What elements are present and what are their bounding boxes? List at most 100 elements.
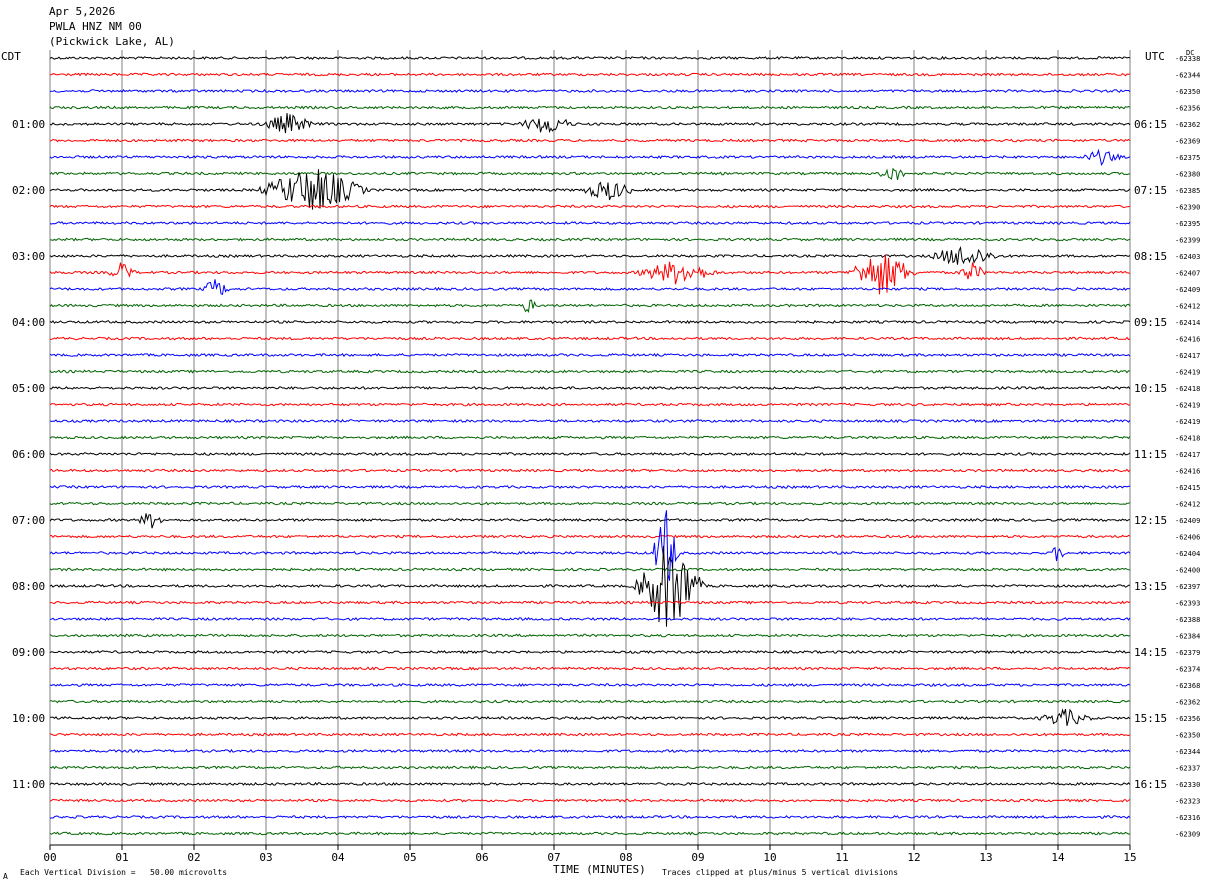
dc-offset-label: -62418 <box>1175 435 1200 443</box>
dc-offset-label: -62375 <box>1175 154 1200 162</box>
trace-row-37 <box>49 666 1131 671</box>
dc-offset-label: -62393 <box>1175 600 1200 608</box>
x-tick-label: 07 <box>547 851 560 864</box>
dc-offset-label: -62344 <box>1175 72 1200 80</box>
trace-row-41 <box>49 732 1131 737</box>
left-hour-label: 03:00 <box>12 250 45 263</box>
trace-row-33 <box>49 600 1131 605</box>
dc-offset-label: -62384 <box>1175 633 1200 641</box>
dc-offset-label: -62350 <box>1175 88 1200 96</box>
trace-row-46 <box>49 815 1131 820</box>
trace-row-30 <box>49 510 1131 581</box>
right-hour-label: 08:15 <box>1134 250 1167 263</box>
trace-row-22 <box>49 418 1131 424</box>
scale-note: Each Vertical Division = 50.00 microvolt… <box>20 868 228 877</box>
right-hour-label: 07:15 <box>1134 184 1167 197</box>
dc-offset-label: -62419 <box>1175 369 1200 377</box>
dc-offset-label: -62309 <box>1175 831 1200 839</box>
trace-row-25 <box>49 468 1131 473</box>
trace-row-27 <box>49 501 1131 506</box>
right-hour-label: 11:15 <box>1134 448 1167 461</box>
left-hour-label: 02:00 <box>12 184 45 197</box>
dc-offset-label: -62362 <box>1175 121 1200 129</box>
trace-row-39 <box>50 699 1131 704</box>
dc-offset-label: -62416 <box>1175 468 1200 476</box>
trace-row-36 <box>49 649 1131 655</box>
right-timezone-label: UTC <box>1145 50 1165 63</box>
x-tick-label: 15 <box>1123 851 1136 864</box>
trace-row-44 <box>49 781 1131 787</box>
left-hour-label: 08:00 <box>12 580 45 593</box>
dc-offset-label: -62323 <box>1175 798 1200 806</box>
right-hour-label: 13:15 <box>1134 580 1167 593</box>
dc-offset-label: -62403 <box>1175 253 1200 261</box>
trace-row-8 <box>49 169 1131 210</box>
trace-row-6 <box>49 148 1131 166</box>
dc-offset-label: -62385 <box>1175 187 1200 195</box>
x-tick-label: 02 <box>187 851 200 864</box>
x-tick-label: 00 <box>43 851 56 864</box>
left-hour-label: 07:00 <box>12 514 45 527</box>
trace-row-17 <box>49 336 1131 341</box>
x-tick-label: 12 <box>907 851 920 864</box>
trace-row-35 <box>49 633 1131 638</box>
trace-row-26 <box>49 484 1131 489</box>
trace-row-40 <box>49 708 1131 726</box>
trace-row-47 <box>49 831 1131 836</box>
x-tick-label: 10 <box>763 851 776 864</box>
trace-row-45 <box>49 798 1131 803</box>
dc-offset-label: -62356 <box>1175 105 1200 113</box>
dc-offset-label: -62417 <box>1175 352 1200 360</box>
dc-offset-label: -62369 <box>1175 138 1200 146</box>
dc-offset-label: -62338 <box>1175 55 1200 63</box>
trace-row-9 <box>49 204 1131 209</box>
x-tick-label: 05 <box>403 851 416 864</box>
trace-row-29 <box>49 534 1131 539</box>
trace-row-14 <box>49 279 1131 295</box>
trace-row-34 <box>49 617 1131 621</box>
trace-row-18 <box>49 352 1131 358</box>
x-tick-label: 03 <box>259 851 272 864</box>
trace-row-28 <box>49 513 1131 529</box>
dc-offset-label: -62350 <box>1175 732 1200 740</box>
trace-row-7 <box>49 167 1131 181</box>
trace-row-42 <box>49 748 1131 754</box>
x-tick-label: 04 <box>331 851 345 864</box>
trace-row-32 <box>49 545 1130 627</box>
dc-label: DC <box>1186 49 1195 57</box>
trace-row-21 <box>49 402 1131 407</box>
clip-note: Traces clipped at plus/minus 5 vertical … <box>662 868 899 877</box>
x-tick-label: 01 <box>115 851 128 864</box>
trace-row-31 <box>49 567 1131 572</box>
left-hour-label: 09:00 <box>12 646 45 659</box>
dc-offset-label: -62379 <box>1175 649 1200 657</box>
dc-offset-label: -62330 <box>1175 781 1200 789</box>
x-tick-label: 09 <box>691 851 704 864</box>
dc-offset-label: -62417 <box>1175 451 1200 459</box>
right-hour-label: 12:15 <box>1134 514 1167 527</box>
trace-row-13 <box>49 254 1131 295</box>
dc-offset-label: -62415 <box>1175 484 1200 492</box>
dc-offset-label: -62395 <box>1175 220 1200 228</box>
plot-date: Apr 5,2026 <box>49 5 116 18</box>
dc-offset-label: -62414 <box>1175 319 1200 327</box>
x-tick-label: 08 <box>619 851 632 864</box>
right-hour-label: 09:15 <box>1134 316 1167 329</box>
trace-row-20 <box>49 386 1131 390</box>
dc-offset-label: -62419 <box>1175 402 1200 410</box>
left-hour-label: 11:00 <box>12 778 45 791</box>
dc-offset-label: -62412 <box>1175 501 1200 509</box>
station-location: (Pickwick Lake, AL) <box>49 35 175 48</box>
trace-row-4 <box>49 113 1131 134</box>
left-hour-label: 10:00 <box>12 712 45 725</box>
trace-row-23 <box>49 435 1131 440</box>
left-timezone-label: CDT <box>1 50 21 63</box>
dc-offset-label: -62362 <box>1175 699 1200 707</box>
trace-row-0 <box>49 55 1131 60</box>
dc-offset-label: -62412 <box>1175 303 1200 311</box>
x-tick-label: 14 <box>1051 851 1065 864</box>
trace-row-19 <box>49 369 1131 374</box>
trace-row-5 <box>49 138 1131 143</box>
x-tick-label: 06 <box>475 851 488 864</box>
